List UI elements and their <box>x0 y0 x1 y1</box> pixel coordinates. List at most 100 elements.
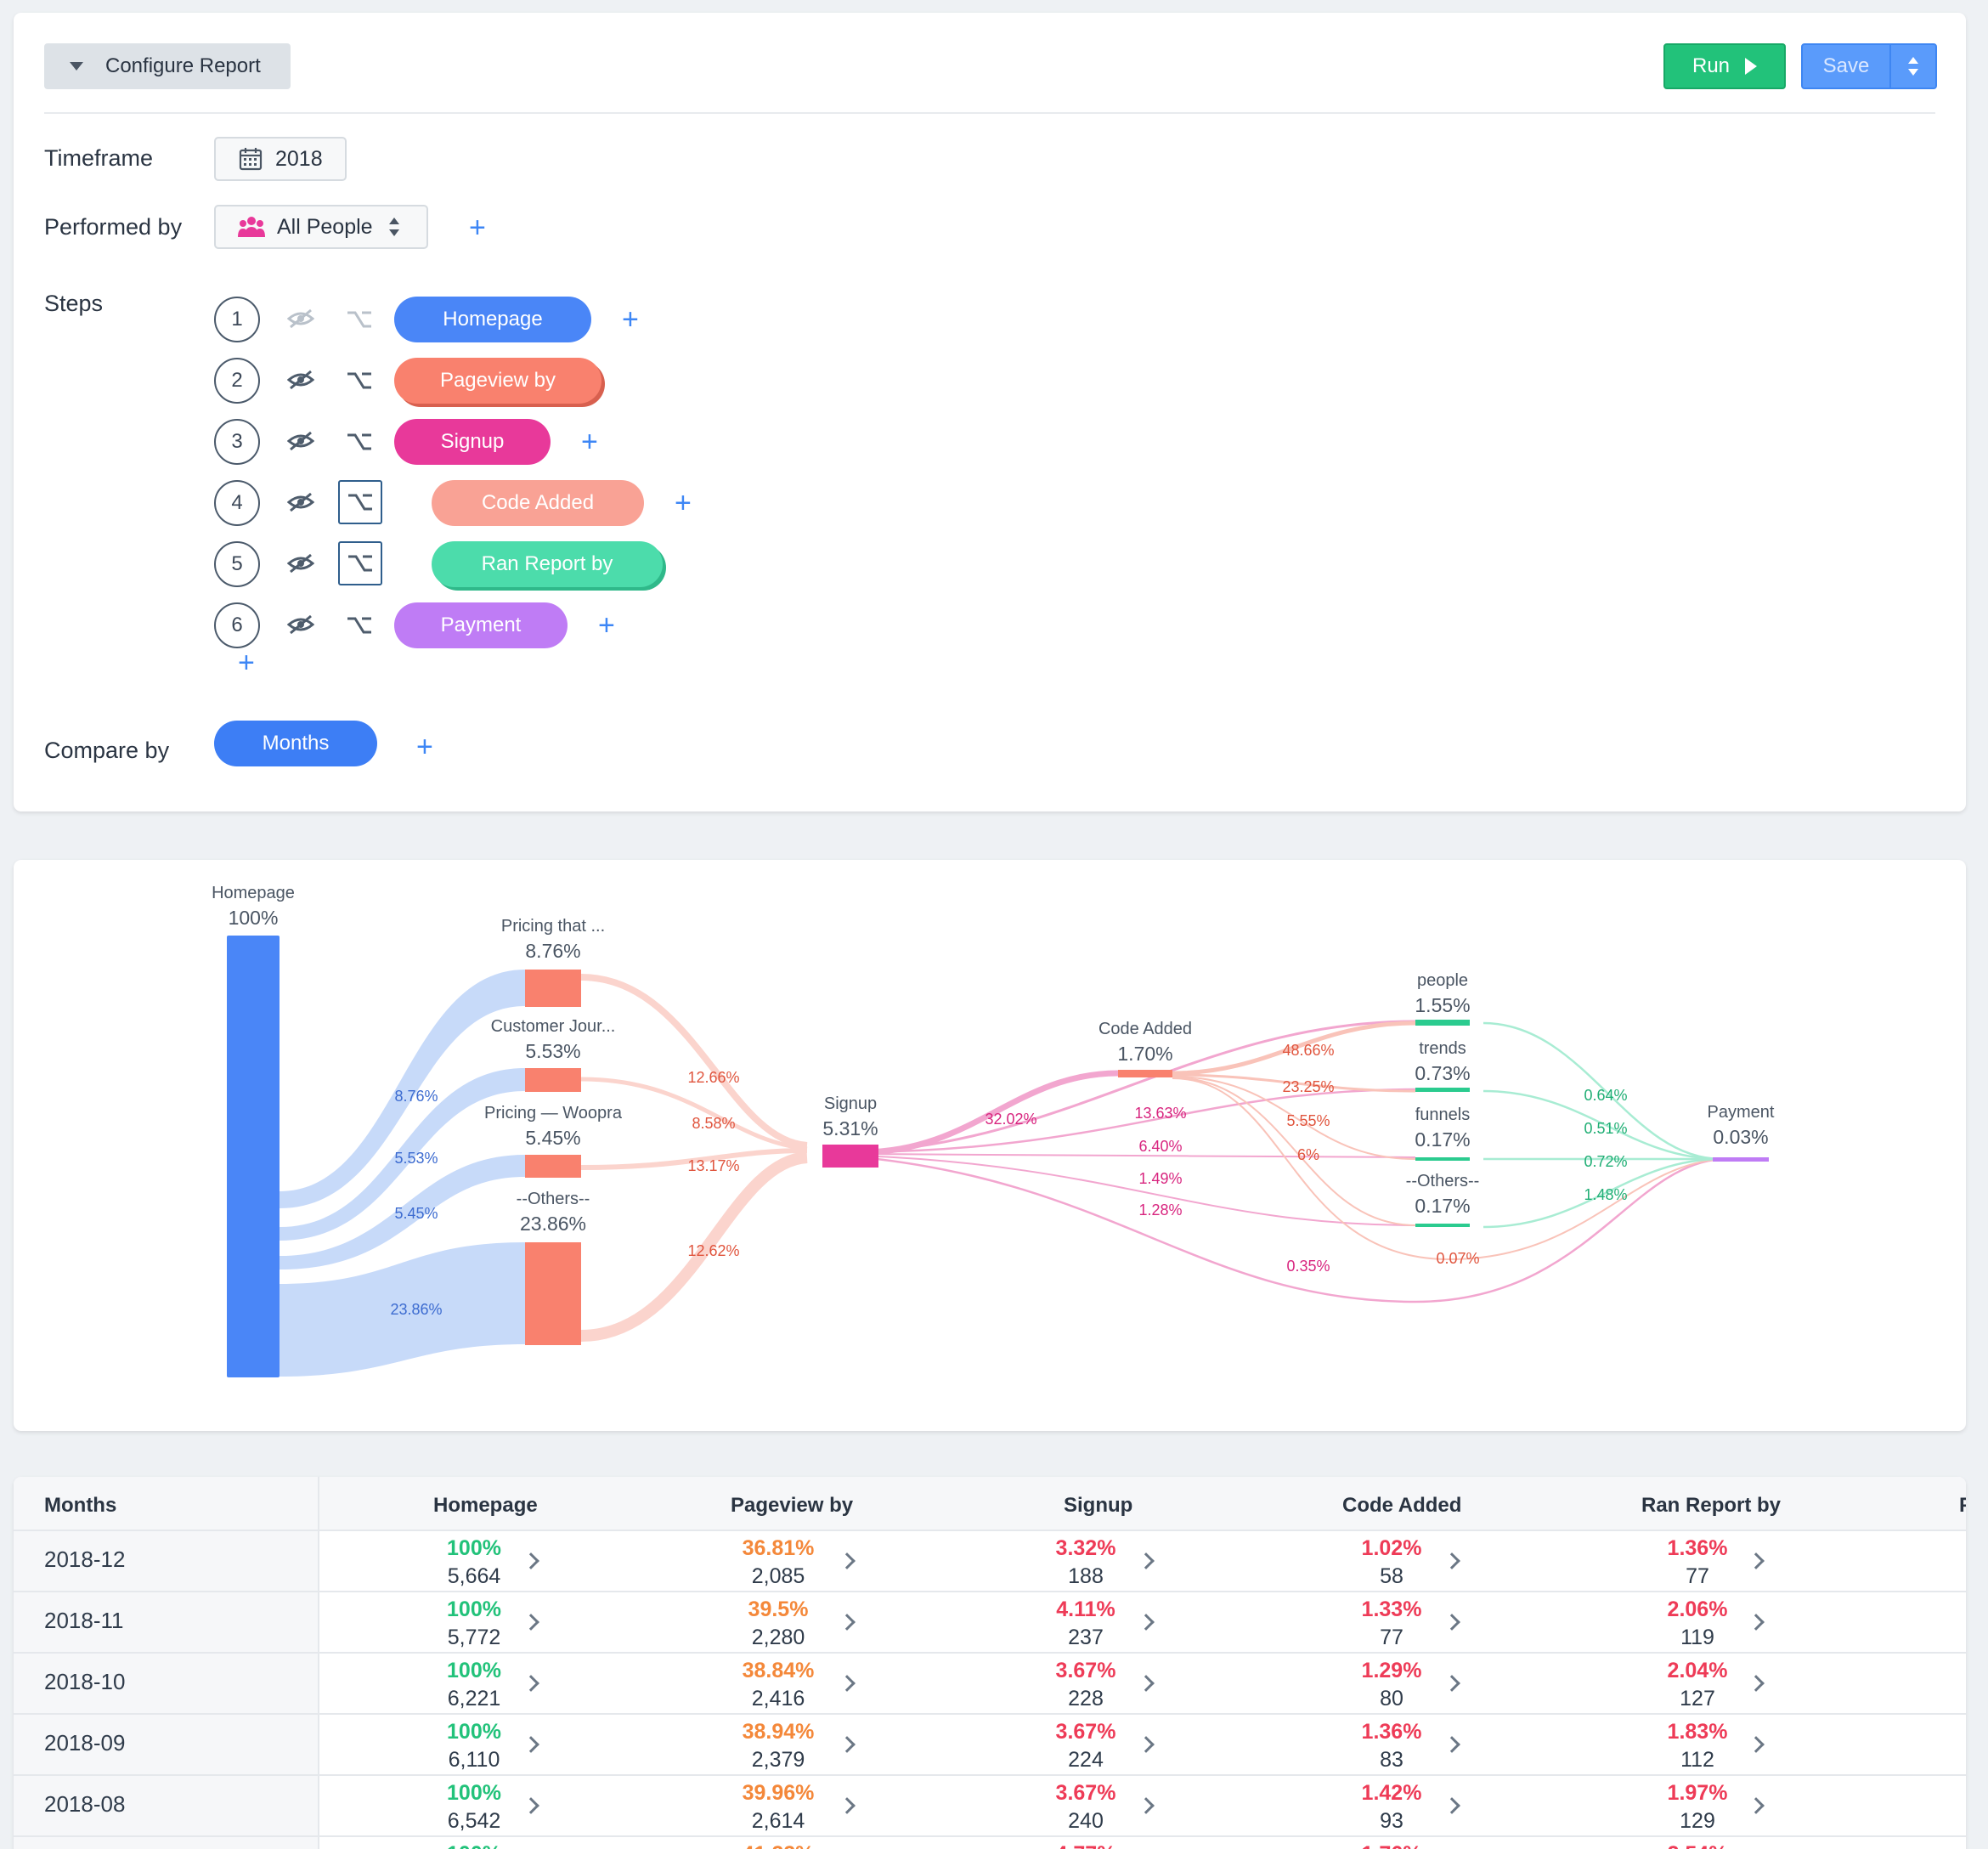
cell-percentage: 100% <box>406 1842 542 1849</box>
column-header-code-added[interactable]: Code Added <box>1342 1494 1462 1517</box>
cell-count: 6,221 <box>447 1687 501 1710</box>
flow-node-others-report <box>1415 1224 1470 1227</box>
save-options-icon[interactable] <box>1891 45 1935 88</box>
pageview-node-pct: 5.45% <box>525 1127 580 1149</box>
column-header-p[interactable]: P <box>1959 1494 1966 1518</box>
step-branch-icon[interactable] <box>343 365 376 397</box>
compare-by-months-pill[interactable]: Months <box>214 721 377 766</box>
add-filter-button[interactable]: + <box>469 212 486 244</box>
cell-percentage: 1.76% <box>1324 1842 1460 1849</box>
cell-percentage: 4.77% <box>1018 1842 1154 1849</box>
report-node-name: trends <box>1419 1039 1466 1058</box>
add-step-filter-button[interactable]: + <box>675 487 692 519</box>
step-visibility-icon[interactable] <box>285 303 316 334</box>
flow-node-signup <box>822 1145 878 1168</box>
step-pill-signup[interactable]: Signup <box>394 419 551 465</box>
step-visibility-icon[interactable] <box>285 609 316 640</box>
cell-percentage: 1.36% <box>1361 1720 1422 1744</box>
column-divider <box>318 1477 319 1849</box>
step-branch-icon[interactable] <box>338 480 382 524</box>
step-branch-icon[interactable] <box>338 541 382 585</box>
flow-node-homepage <box>227 936 280 1377</box>
flow-node-woopra <box>525 1155 581 1178</box>
add-step-filter-button[interactable]: + <box>598 609 615 642</box>
link-label: 0.35% <box>1286 1258 1330 1275</box>
timeframe-value: 2018 <box>275 146 323 171</box>
cell-count: 80 <box>1380 1687 1403 1710</box>
cell-count: 58 <box>1380 1564 1403 1588</box>
cell-percentage: 1.02% <box>1361 1536 1422 1560</box>
cell-percentage: 39.5% <box>748 1597 809 1621</box>
flow-link-code-payment <box>1172 1077 1722 1261</box>
flow-link-signup-others <box>861 1155 1416 1226</box>
link-label: 32.02% <box>985 1111 1036 1128</box>
configure-report-panel: Configure Report Run Save Timeframe 2018… <box>14 13 1966 811</box>
flow-node-customer <box>525 1068 581 1092</box>
step-branch-icon[interactable] <box>343 426 376 458</box>
link-label: 23.25% <box>1282 1078 1334 1095</box>
cell-percentage: 100% <box>447 1720 501 1744</box>
cell-percentage: 38.84% <box>742 1659 815 1682</box>
flow-node-funnels <box>1415 1157 1470 1161</box>
column-header-signup[interactable]: Signup <box>1064 1494 1133 1517</box>
cell-count: 93 <box>1380 1809 1403 1833</box>
step-branch-icon[interactable] <box>343 609 376 642</box>
cell-percentage: 100% <box>447 1536 501 1560</box>
timeframe-selector[interactable]: 2018 <box>214 137 347 181</box>
cell-count: 240 <box>1068 1809 1104 1833</box>
months-column-bg <box>14 1477 318 1849</box>
column-header-pageview-by[interactable]: Pageview by <box>731 1494 854 1517</box>
column-header-months[interactable]: Months <box>44 1494 117 1517</box>
report-node-name: --Others-- <box>1406 1172 1480 1190</box>
cell-count: 188 <box>1068 1564 1104 1588</box>
run-label: Run <box>1691 54 1731 77</box>
flow-link-people-payment <box>1483 1021 1722 1161</box>
pageview-node-pct: 8.76% <box>525 940 580 962</box>
column-header-ran-report-by[interactable]: Ran Report by <box>1641 1494 1782 1517</box>
cell-count: 2,379 <box>751 1748 805 1772</box>
performed-by-label: Performed by <box>44 214 183 240</box>
link-label: 5.53% <box>394 1150 438 1167</box>
add-step-filter-button[interactable]: + <box>581 426 598 458</box>
save-button[interactable]: Save <box>1801 43 1937 89</box>
link-label: 23.86% <box>390 1301 442 1318</box>
flow-link-woopra-signup <box>580 1148 808 1170</box>
flow-node-code-added <box>1118 1070 1172 1077</box>
step-pill-pageview-by[interactable]: Pageview by <box>394 358 601 404</box>
signup-node-pct: 5.31% <box>822 1117 878 1139</box>
cell-count: 2,614 <box>751 1809 805 1833</box>
flow-link-code-trends <box>1172 1073 1416 1093</box>
step-visibility-icon[interactable] <box>285 426 316 456</box>
step-visibility-icon[interactable] <box>285 487 316 517</box>
add-step-button[interactable]: + <box>238 647 255 679</box>
column-header-homepage[interactable]: Homepage <box>433 1494 538 1517</box>
step-visibility-icon[interactable] <box>285 365 316 395</box>
cell-count: 237 <box>1068 1626 1104 1649</box>
configure-report-toggle[interactable]: Configure Report <box>44 43 291 89</box>
link-label: 12.62% <box>687 1242 739 1259</box>
step-pill-payment[interactable]: Payment <box>394 602 568 648</box>
link-label: 12.66% <box>687 1069 739 1086</box>
step-pill-ran-report-by[interactable]: Ran Report by <box>432 541 663 587</box>
step-number-4: 4 <box>214 480 260 526</box>
pageview-node-name: Pricing — Woopra <box>484 1104 623 1122</box>
cell-count: 119 <box>1680 1626 1714 1649</box>
cell-percentage: 3.67% <box>1055 1781 1116 1805</box>
step-branch-icon[interactable] <box>343 303 376 336</box>
pageview-node-name: --Others-- <box>517 1190 590 1208</box>
flow-link-home-others <box>280 1242 525 1377</box>
step-visibility-icon[interactable] <box>285 548 316 579</box>
row-divider <box>14 1713 1966 1715</box>
step-pill-code-added[interactable]: Code Added <box>432 480 644 526</box>
cell-count: 129 <box>1680 1809 1715 1833</box>
step-pill-homepage[interactable]: Homepage <box>394 297 591 342</box>
add-compare-button[interactable]: + <box>416 731 433 763</box>
add-step-filter-button[interactable]: + <box>622 303 639 336</box>
homepage-node-name: Homepage <box>212 884 295 902</box>
step-number-6: 6 <box>214 602 260 648</box>
payment-node-pct: 0.03% <box>1713 1126 1768 1148</box>
cell-percentage: 36.81% <box>742 1536 815 1560</box>
save-label: Save <box>1803 45 1891 88</box>
performed-by-selector[interactable]: All People <box>214 205 428 249</box>
run-button[interactable]: Run <box>1663 43 1786 89</box>
